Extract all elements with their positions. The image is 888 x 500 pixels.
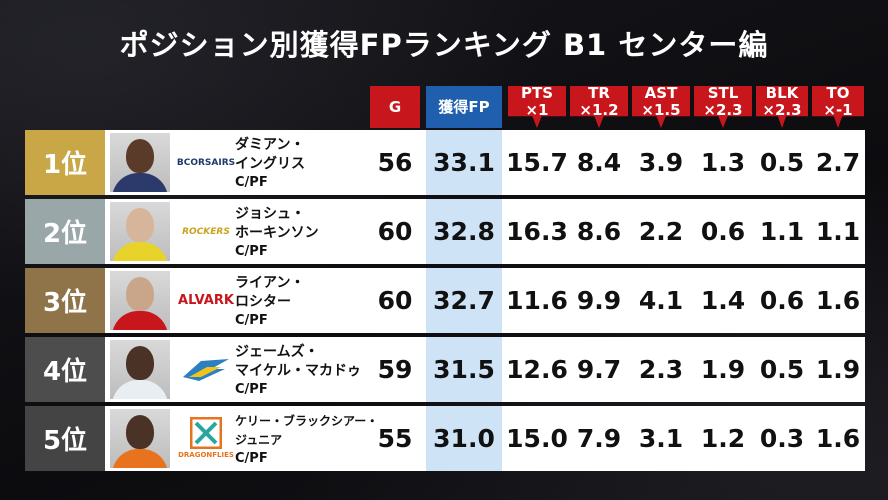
stat-pts: 12.6	[506, 355, 568, 384]
stat-stl: 0.6	[700, 217, 746, 246]
player-position: C/PF	[235, 451, 268, 466]
team-logo-mark	[183, 358, 229, 381]
player-position: C/PF	[235, 313, 268, 328]
stat-tr: 7.9	[576, 424, 622, 453]
stat-pts: 15.0	[506, 424, 568, 453]
rank-badge: 5位	[25, 406, 105, 471]
stat-blk: 0.3	[759, 424, 805, 453]
stat-to: 1.6	[815, 286, 861, 315]
header-fp: 獲得FP	[426, 86, 502, 128]
player-card: BCORSAIRS ダミアン・ イングリス C/PF 56 33.1 15.7 8…	[105, 130, 865, 195]
stat-fp: 33.1	[426, 130, 502, 195]
stat-pts: 11.6	[506, 286, 568, 315]
player-position: C/PF	[235, 175, 268, 190]
header-g: G	[370, 86, 420, 128]
rank-badge: 4位	[25, 337, 105, 402]
player-name: ライアン・ ロシター	[235, 275, 305, 310]
player-name: ダミアン・ イングリス	[235, 137, 305, 172]
stat-ast: 2.3	[638, 355, 684, 384]
stat-to: 1.9	[815, 355, 861, 384]
stat-ast: 2.2	[638, 217, 684, 246]
player-photo	[110, 271, 170, 330]
stat-fp: 32.7	[426, 268, 502, 333]
stat-ast: 3.9	[638, 148, 684, 177]
stat-pts: 15.7	[506, 148, 568, 177]
rank-badge: 1位	[25, 130, 105, 195]
page-title: ポジション別獲得FPランキング B1 センター編	[119, 28, 769, 62]
stat-g: 56	[377, 148, 413, 177]
team-logo-mark	[190, 416, 222, 449]
player-name: ジェームズ・ マイケル・マカドゥ	[235, 344, 361, 379]
stat-g: 55	[377, 424, 413, 453]
stat-stl: 1.3	[700, 148, 746, 177]
stat-g: 59	[377, 355, 413, 384]
stat-blk: 0.5	[759, 148, 805, 177]
stat-fp: 32.8	[426, 199, 502, 264]
player-position: C/PF	[235, 382, 268, 397]
team-logo: ALVARK	[178, 292, 234, 308]
player-photo	[110, 133, 170, 192]
player-photo	[110, 340, 170, 399]
player-photo	[110, 202, 170, 261]
player-card: ジェームズ・ マイケル・マカドゥ C/PF 59 31.5 12.6 9.7 2.…	[105, 337, 865, 402]
stat-blk: 1.1	[759, 217, 805, 246]
player-photo	[110, 409, 170, 468]
table-row: 3位 ALVARK ライアン・ ロシター C/PF 60 32.7 11.6 9.…	[25, 268, 865, 333]
stat-stl: 1.2	[700, 424, 746, 453]
stat-g: 60	[377, 217, 413, 246]
team-logo	[177, 343, 235, 396]
table-row: 1位 BCORSAIRS ダミアン・ イングリス C/PF 56 33.1 15.…	[25, 130, 865, 195]
team-logo: DRAGONFLIES	[177, 412, 235, 465]
stat-fp: 31.5	[426, 337, 502, 402]
player-name: ジョシュ・ ホーキンソン	[235, 206, 319, 241]
table-row: 2位 ROCKERS ジョシュ・ ホーキンソン C/PF 60 32.8 16.3…	[25, 199, 865, 264]
player-position: C/PF	[235, 244, 268, 259]
team-logo: BCORSAIRS	[176, 157, 236, 168]
stat-ast: 3.1	[638, 424, 684, 453]
table-row: 4位 ジェームズ・ マイケル・マカドゥ C/PF 59 31.5 12.6 9.7…	[25, 337, 865, 402]
stat-tr: 9.9	[576, 286, 622, 315]
player-name: ケリー・ブラックシアー・ ジュニア	[235, 414, 379, 447]
stat-to: 2.7	[815, 148, 861, 177]
stat-stl: 1.4	[700, 286, 746, 315]
table-row: 5位 DRAGONFLIES ケリー・ブラックシアー・ ジュニア C/PF 55 …	[25, 406, 865, 471]
rank-badge: 3位	[25, 268, 105, 333]
player-card: ROCKERS ジョシュ・ ホーキンソン C/PF 60 32.8 16.3 8.…	[105, 199, 865, 264]
team-logo: ROCKERS	[182, 226, 230, 237]
stat-tr: 8.4	[576, 148, 622, 177]
stat-to: 1.6	[815, 424, 861, 453]
stat-fp: 31.0	[426, 406, 502, 471]
stat-tr: 8.6	[576, 217, 622, 246]
stat-tr: 9.7	[576, 355, 622, 384]
stat-ast: 4.1	[638, 286, 684, 315]
stat-blk: 0.6	[759, 286, 805, 315]
stat-stl: 1.9	[700, 355, 746, 384]
player-card: ALVARK ライアン・ ロシター C/PF 60 32.7 11.6 9.9 4…	[105, 268, 865, 333]
stat-pts: 16.3	[506, 217, 568, 246]
player-card: DRAGONFLIES ケリー・ブラックシアー・ ジュニア C/PF 55 31.…	[105, 406, 865, 471]
stat-g: 60	[377, 286, 413, 315]
rank-badge: 2位	[25, 199, 105, 264]
stat-to: 1.1	[815, 217, 861, 246]
stat-blk: 0.5	[759, 355, 805, 384]
